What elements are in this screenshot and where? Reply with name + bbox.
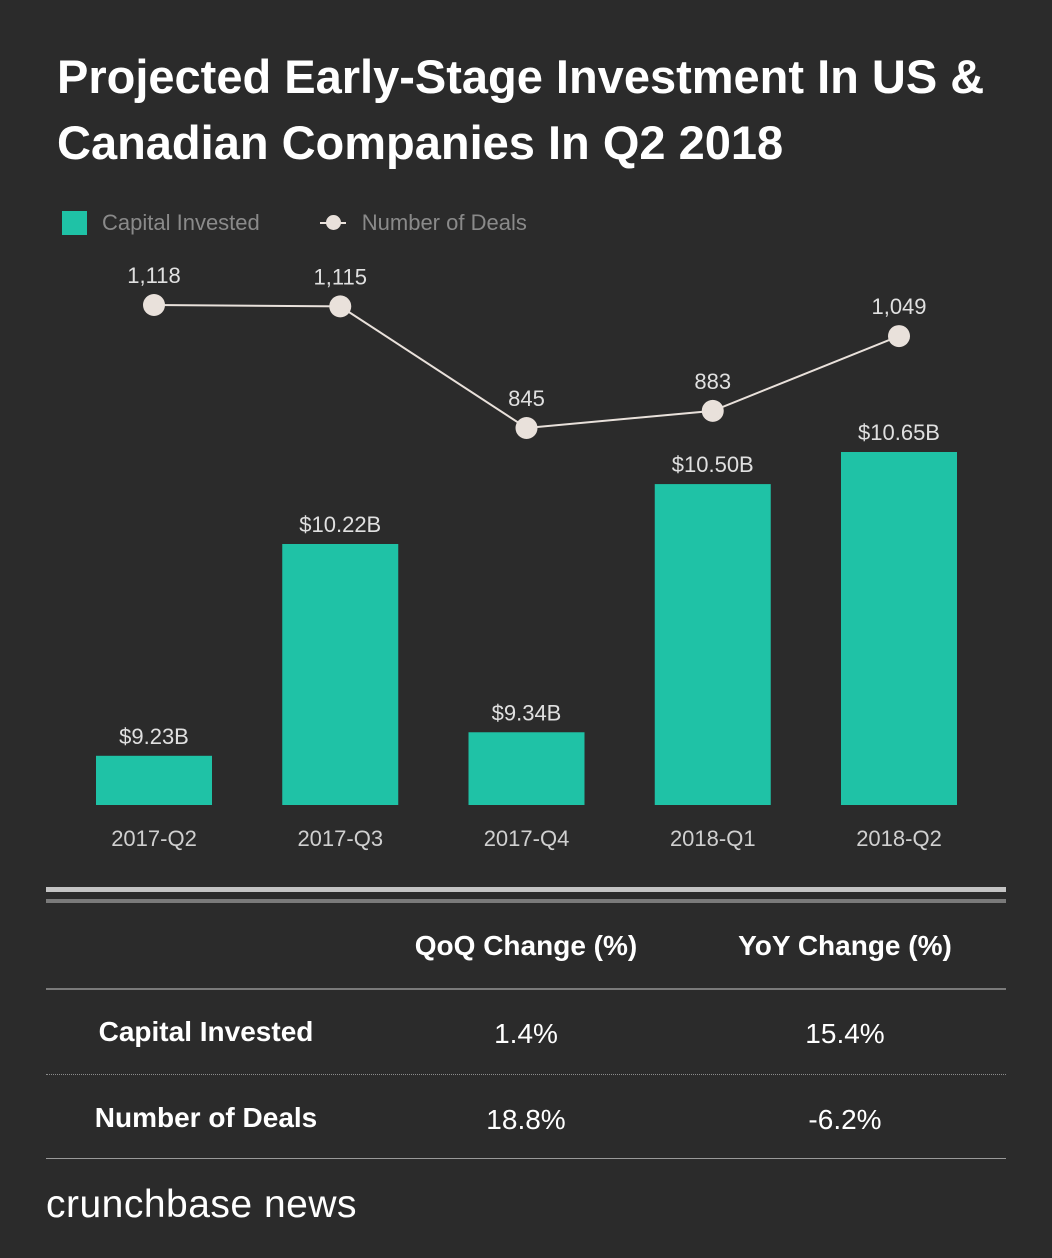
- capital-qoq: 1.4%: [494, 1018, 558, 1049]
- bar-value-label: $10.50B: [672, 452, 754, 477]
- bar-value-label: $10.22B: [299, 512, 381, 537]
- divider: [46, 1074, 1006, 1075]
- deals-yoy: -6.2%: [808, 1104, 882, 1135]
- deals-value-label: 1,049: [871, 294, 926, 319]
- deals-point: [143, 294, 165, 316]
- x-tick-label: 2018-Q2: [856, 826, 942, 851]
- deals-value-label: 845: [508, 386, 545, 411]
- chart-plot: $9.23B 2017-Q2 $10.22B 2017-Q3 $9.34B 2017-Q4…: [96, 263, 957, 851]
- row-label-deals: Number of Deals: [94, 1102, 318, 1133]
- deals-point: [515, 416, 538, 439]
- x-tick-label: 2017-Q3: [297, 826, 383, 851]
- bar-value-label: $9.23B: [119, 724, 189, 749]
- legend-capital-invested: Capital Invested: [102, 210, 260, 235]
- x-tick-label: 2017-Q2: [111, 826, 197, 851]
- divider: [46, 887, 1006, 892]
- deals-point: [701, 399, 724, 422]
- deals-point: [329, 295, 352, 318]
- header-yoy: YoY Change (%): [738, 930, 952, 961]
- deals-value-label: 1,115: [314, 264, 367, 289]
- bar: [841, 452, 957, 805]
- bar: [96, 755, 212, 805]
- legend-number-of-deals: Number of Deals: [361, 210, 527, 235]
- bar: [654, 484, 771, 805]
- deals-value-label: 883: [694, 369, 731, 394]
- x-tick-label: 2017-Q4: [484, 826, 570, 851]
- divider: [46, 1158, 1006, 1159]
- bar-value-label: $9.34B: [492, 700, 562, 725]
- bar: [282, 543, 399, 805]
- legend-line-marker-icon: [319, 215, 346, 230]
- chart-title: Projected Early-Stage Investment In US &…: [57, 50, 985, 169]
- deals-value-label: 1,118: [127, 263, 180, 288]
- divider: [46, 899, 1006, 903]
- capital-yoy: 15.4%: [805, 1018, 885, 1049]
- divider: [46, 988, 1006, 990]
- row-label-capital: Capital Invested: [98, 1016, 314, 1047]
- bar-value-label: $10.65B: [858, 420, 940, 445]
- legend-bar-swatch-icon: [62, 211, 87, 235]
- legend: Capital Invested Number of Deals: [62, 210, 527, 236]
- crunchbase-news-logo: crunchbase news: [46, 1183, 358, 1226]
- bar: [468, 732, 585, 805]
- deals-qoq: 18.8%: [486, 1104, 566, 1135]
- header-qoq: QoQ Change (%): [414, 930, 638, 961]
- deals-point: [888, 325, 910, 348]
- x-tick-label: 2018-Q1: [670, 826, 756, 851]
